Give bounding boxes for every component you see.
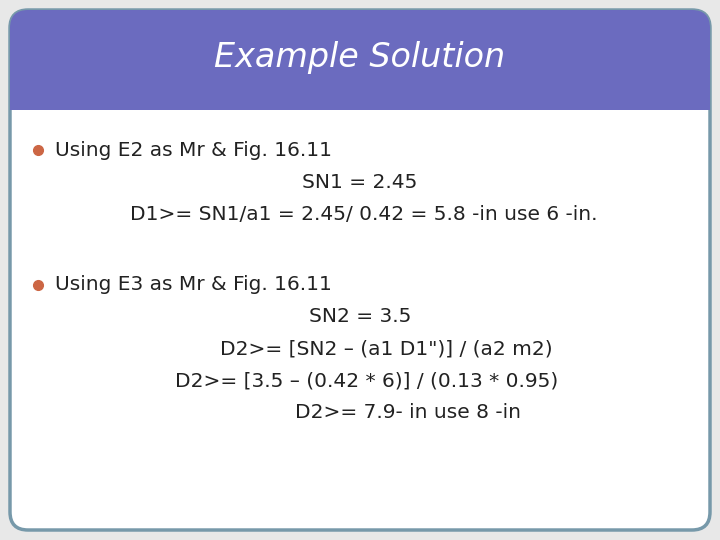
Text: Using E3 as Mr & Fig. 16.11: Using E3 as Mr & Fig. 16.11 — [55, 275, 332, 294]
Text: D2>= 7.9- in use 8 -in: D2>= 7.9- in use 8 -in — [295, 403, 521, 422]
Text: Using E2 as Mr & Fig. 16.11: Using E2 as Mr & Fig. 16.11 — [55, 140, 332, 159]
Text: D1>= SN1/a1 = 2.45/ 0.42 = 5.8 -in use 6 -in.: D1>= SN1/a1 = 2.45/ 0.42 = 5.8 -in use 6… — [130, 205, 598, 224]
Text: SN1 = 2.45: SN1 = 2.45 — [302, 172, 418, 192]
Text: D2>= [3.5 – (0.42 * 6)] / (0.13 * 0.95): D2>= [3.5 – (0.42 * 6)] / (0.13 * 0.95) — [175, 372, 558, 390]
Bar — [10, 60, 710, 110]
Text: Example Solution: Example Solution — [215, 42, 505, 75]
FancyBboxPatch shape — [10, 10, 710, 530]
FancyBboxPatch shape — [10, 10, 710, 110]
Text: SN2 = 3.5: SN2 = 3.5 — [309, 307, 411, 327]
Text: D2>= [SN2 – (a1 D1")] / (a2 m2): D2>= [SN2 – (a1 D1")] / (a2 m2) — [220, 340, 553, 359]
